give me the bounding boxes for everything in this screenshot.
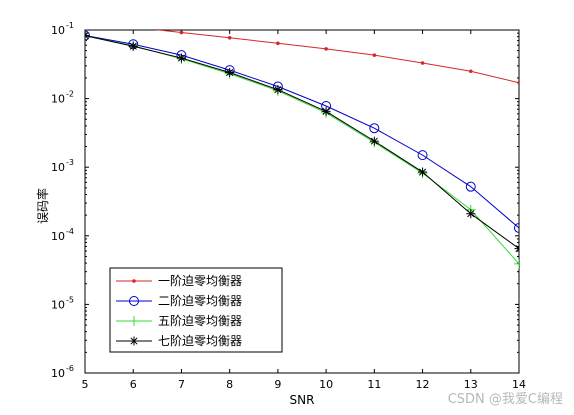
data-point [324, 47, 328, 51]
y-tick-label: 10 [51, 367, 65, 380]
legend-marker [129, 316, 139, 326]
y-tick-exponent: -3 [66, 158, 74, 167]
series-layer [85, 30, 519, 269]
data-point [128, 41, 138, 51]
x-tick-label: 8 [226, 378, 233, 391]
y-tick-label: 10 [51, 93, 65, 106]
series-group [85, 31, 519, 254]
legend-label: 一阶迫零均衡器 [158, 274, 242, 288]
watermark-text: CSDN @我爱C编程 [448, 392, 563, 407]
y-tick-label: 10 [51, 24, 65, 37]
y-tick-label: 10 [51, 298, 65, 311]
x-tick-label: 6 [130, 378, 137, 391]
legend-label: 七阶迫零均衡器 [158, 334, 242, 348]
x-tick-label: 12 [416, 378, 430, 391]
x-tick-labels: 5 6 7 8 9 10 11 12 13 14 [82, 378, 527, 391]
y-tick-label: 10 [51, 230, 65, 243]
data-point [225, 68, 235, 78]
data-point [514, 222, 519, 233]
series-line [154, 30, 519, 84]
legend-label: 二阶迫零均衡器 [158, 294, 242, 308]
y-tick-exponent: -5 [66, 295, 74, 304]
legend-marker [129, 296, 139, 306]
data-point [468, 69, 473, 74]
data-point [465, 181, 476, 192]
legend-item: 五阶迫零均衡器 [116, 314, 242, 328]
data-point [176, 53, 186, 63]
legend-item: 一阶迫零均衡器 [116, 274, 242, 288]
data-point [420, 61, 425, 65]
x-tick-label: 11 [367, 378, 381, 391]
data-point [276, 41, 280, 46]
legend-item: 七阶迫零均衡器 [116, 334, 242, 348]
data-point [321, 106, 331, 116]
series-line [85, 35, 519, 229]
x-tick-label: 7 [178, 378, 185, 391]
x-axis-label: SNR [290, 393, 315, 407]
x-tick-label: 5 [82, 378, 89, 391]
data-point [227, 35, 232, 40]
x-tick-label: 10 [319, 378, 333, 391]
y-tick-exponent: -2 [66, 90, 74, 99]
x-tick-label: 13 [464, 378, 478, 391]
y-axis-label: 误码率 [35, 188, 50, 224]
legend-box [109, 267, 283, 353]
legend-marker [129, 336, 139, 346]
axis-ticks [84, 29, 520, 374]
data-point [514, 258, 519, 269]
x-tick-label: 9 [274, 378, 281, 391]
data-point [179, 30, 184, 35]
y-tick-exponent: -1 [66, 21, 74, 30]
y-tick-exponent: -4 [66, 227, 74, 236]
series-line [85, 35, 519, 250]
data-point [273, 85, 283, 95]
y-tick-exponent: -6 [66, 364, 74, 373]
data-point [372, 53, 377, 57]
legend-item: 二阶迫零均衡器 [116, 294, 242, 308]
data-point [517, 80, 519, 85]
y-tick-labels: 10-110-210-310-410-510-6 [51, 21, 74, 380]
legend-label: 五阶迫零均衡器 [158, 314, 242, 328]
data-point [417, 150, 428, 161]
x-tick-label: 14 [512, 378, 526, 391]
data-point [466, 209, 476, 219]
y-tick-label: 10 [51, 161, 65, 174]
data-point [369, 123, 380, 134]
data-point [418, 167, 428, 177]
data-point [369, 136, 379, 146]
series-group [154, 30, 519, 85]
legend-marker [132, 279, 136, 283]
